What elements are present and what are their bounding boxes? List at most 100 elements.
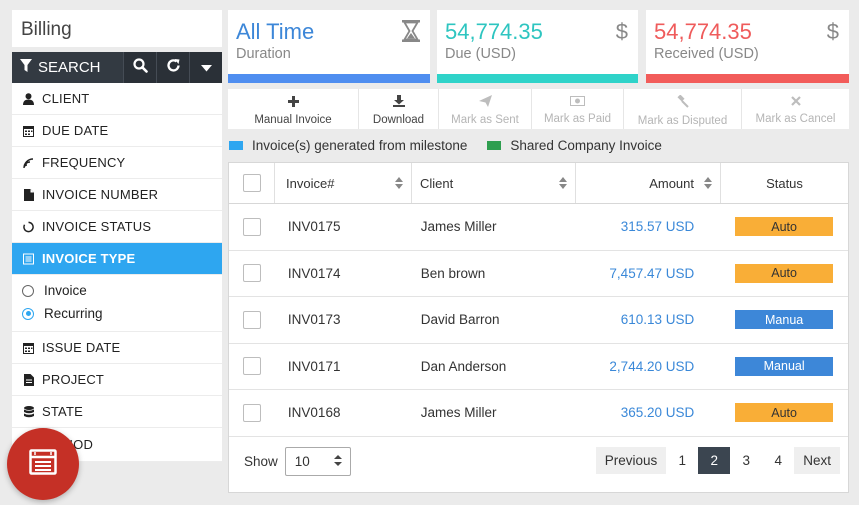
filter-label: INVOICE TYPE <box>42 251 136 266</box>
next-page-button[interactable]: Next <box>794 447 840 474</box>
chevron-down-icon <box>200 59 212 77</box>
option-invoice[interactable]: Invoice <box>22 279 222 302</box>
invoice-list-icon <box>29 448 57 480</box>
page-title: Billing <box>12 10 222 47</box>
button-label: Mark as Sent <box>451 114 519 126</box>
search-icon <box>132 57 148 78</box>
column-status: Status <box>721 163 848 203</box>
invoice-number[interactable]: INV0171 <box>287 358 341 374</box>
filter-invoice-type[interactable]: INVOICE TYPE <box>12 243 222 275</box>
filter-frequency[interactable]: FREQUENCY <box>12 147 222 179</box>
download-button[interactable]: Download <box>359 89 439 129</box>
column-client[interactable]: Client <box>412 163 576 203</box>
invoice-legend: Invoice(s) generated from milestone Shar… <box>229 138 662 153</box>
search-icon-button[interactable] <box>123 52 156 83</box>
mark-as-paid-button[interactable]: Mark as Paid <box>532 89 624 129</box>
select-arrows-icon <box>333 454 342 469</box>
pagination: Previous 1 2 3 4 Next <box>595 447 840 474</box>
invoice-number[interactable]: INV0175 <box>287 219 341 235</box>
search-button[interactable]: SEARCH <box>12 52 123 83</box>
invoice-type-options: Invoice Recurring <box>12 275 222 332</box>
previous-page-button[interactable]: Previous <box>595 447 667 474</box>
page-button-1[interactable]: 1 <box>666 447 699 474</box>
button-label: Mark as Cancel <box>755 113 836 125</box>
button-label: Mark as Paid <box>543 113 612 125</box>
table-row[interactable]: INV0173 David Barron 610.13 USD Manua <box>229 297 848 344</box>
row-checkbox[interactable] <box>242 403 261 422</box>
filter-due-date[interactable]: DUE DATE <box>12 115 222 147</box>
button-label: Download <box>372 114 425 126</box>
filter-label: STATE <box>42 404 83 419</box>
refresh-button[interactable] <box>156 52 189 83</box>
page-button-2-current[interactable]: 2 <box>698 447 731 474</box>
invoice-number[interactable]: INV0168 <box>287 405 341 421</box>
sort-icon <box>395 177 403 189</box>
row-checkbox[interactable] <box>242 217 261 236</box>
mark-as-disputed-button[interactable]: Mark as Disputed <box>624 89 742 129</box>
duration-value: All Time <box>236 19 315 44</box>
status-badge: Auto <box>735 403 834 423</box>
amount: 610.13 USD <box>620 312 695 328</box>
client-name: James Miller <box>420 219 497 235</box>
radio-button-selected[interactable] <box>22 307 34 320</box>
filter-issue-date[interactable]: ISSUE DATE <box>12 332 222 364</box>
filter-list: CLIENT DUE DATE FREQUENCY INVOICE NUMBER… <box>12 83 222 462</box>
received-label: Received (USD) <box>654 46 759 62</box>
manual-invoice-button[interactable]: Manual Invoice <box>228 89 359 129</box>
mark-as-sent-button[interactable]: Mark as Sent <box>439 89 532 129</box>
filter-invoice-number[interactable]: INVOICE NUMBER <box>12 179 222 211</box>
row-checkbox[interactable] <box>242 357 261 376</box>
show-label: Show <box>244 454 278 469</box>
page-size-select[interactable]: 10 <box>284 447 351 476</box>
mark-as-cancel-button[interactable]: Mark as Cancel <box>742 89 849 129</box>
search-bar: SEARCH <box>12 52 222 83</box>
client-name: Ben brown <box>420 265 486 281</box>
invoice-fab-button[interactable] <box>7 428 79 500</box>
amount: 365.20 USD <box>620 405 695 421</box>
filter-project[interactable]: PROJECT <box>12 364 222 396</box>
filter-state[interactable]: STATE <box>12 396 222 428</box>
filter-label: FREQUENCY <box>42 155 126 170</box>
option-label: Invoice <box>44 283 87 298</box>
invoice-number[interactable]: INV0173 <box>287 312 341 328</box>
action-toolbar: Manual Invoice Download Mark as Sent Mar… <box>228 89 849 129</box>
column-invoice[interactable]: Invoice# <box>275 163 412 203</box>
page-button-4[interactable]: 4 <box>762 447 795 474</box>
invoice-number[interactable]: INV0174 <box>287 265 341 281</box>
due-value: 54,774.35 <box>445 19 543 44</box>
option-recurring[interactable]: Recurring <box>22 302 222 325</box>
gavel-icon <box>676 93 689 111</box>
database-icon <box>23 405 34 418</box>
hourglass-icon <box>402 20 420 48</box>
calendar-icon <box>23 342 34 354</box>
table-row[interactable]: INV0168 James Miller 365.20 USD Auto <box>229 390 848 437</box>
table-row[interactable]: INV0175 James Miller 315.57 USD Auto <box>229 204 848 251</box>
dollar-icon: $ <box>615 19 628 44</box>
column-label: Invoice# <box>286 175 335 191</box>
dollar-icon: $ <box>826 19 839 44</box>
table-row[interactable]: INV0174 Ben brown 7,457.47 USD Auto <box>229 251 848 297</box>
status-badge: Auto <box>735 263 834 283</box>
column-amount[interactable]: Amount <box>576 163 721 203</box>
filter-client[interactable]: CLIENT <box>12 83 222 115</box>
filter-invoice-status[interactable]: INVOICE STATUS <box>12 211 222 243</box>
download-icon <box>392 95 405 110</box>
calendar-icon <box>23 125 34 137</box>
amount: 2,744.20 USD <box>609 358 695 374</box>
amount: 7,457.47 USD <box>609 265 695 281</box>
row-checkbox[interactable] <box>242 310 261 329</box>
search-dropdown-button[interactable] <box>189 52 222 83</box>
radio-button[interactable] <box>22 284 34 297</box>
client-name: David Barron <box>420 312 500 328</box>
document-icon <box>23 373 34 386</box>
due-label: Due (USD) <box>445 46 516 62</box>
legend-milestone: Invoice(s) generated from milestone <box>229 138 467 153</box>
button-label: Mark as Disputed <box>637 114 728 127</box>
legend-shared: Shared Company Invoice <box>487 138 662 153</box>
table-row[interactable]: INV0171 Dan Anderson 2,744.20 USD Manual <box>229 344 848 390</box>
page-button-3[interactable]: 3 <box>730 447 763 474</box>
select-all-checkbox[interactable] <box>242 174 261 192</box>
sort-icon <box>559 177 567 189</box>
close-icon <box>790 96 801 109</box>
row-checkbox[interactable] <box>242 264 261 283</box>
